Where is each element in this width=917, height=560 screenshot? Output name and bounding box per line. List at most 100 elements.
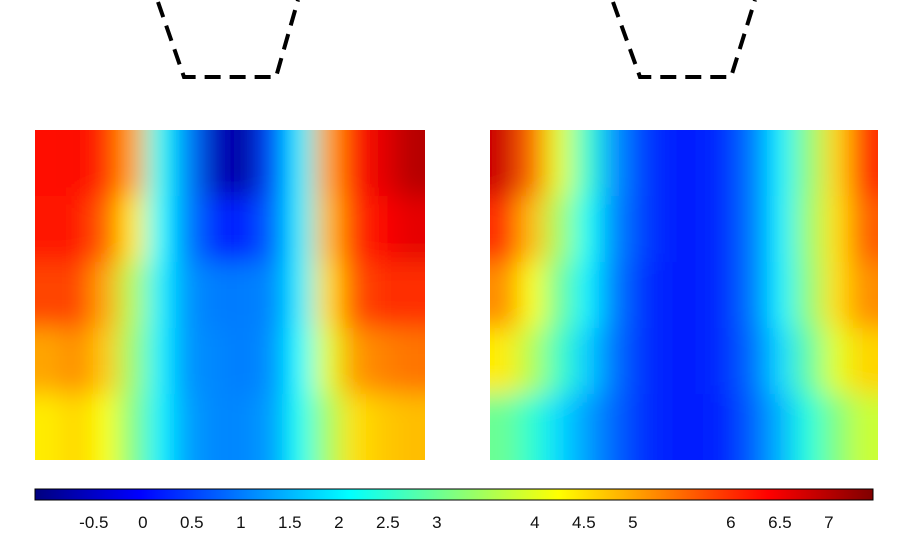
heatmap-cell bbox=[341, 262, 370, 329]
heatmap-cell bbox=[146, 262, 175, 329]
heatmap-cell bbox=[202, 196, 231, 263]
heatmap-cell bbox=[90, 196, 120, 263]
heatmap-cell bbox=[711, 130, 740, 197]
heatmap-cell bbox=[90, 328, 120, 395]
heatmap-cell bbox=[767, 262, 796, 329]
heatmap-panel bbox=[490, 130, 878, 460]
heatmap-cell bbox=[767, 394, 796, 460]
heatmap-cell bbox=[517, 196, 546, 263]
heatmap-cell bbox=[285, 394, 315, 460]
heatmap-cell bbox=[202, 130, 231, 197]
heatmap-cell bbox=[397, 394, 425, 460]
heatmap-cell bbox=[369, 328, 398, 395]
heatmap-cell bbox=[230, 394, 259, 460]
heatmap-cell bbox=[545, 328, 574, 395]
heatmap-cell bbox=[146, 196, 175, 263]
heatmap-cell bbox=[822, 262, 851, 329]
heatmap-cell bbox=[313, 394, 342, 460]
heatmap-cell bbox=[517, 328, 546, 395]
heatmap-cell bbox=[341, 196, 370, 263]
heatmap-cell bbox=[711, 196, 740, 263]
heatmap-cell bbox=[62, 262, 92, 329]
heatmap-cell bbox=[230, 196, 259, 263]
trapezoid bbox=[156, 0, 300, 79]
heatmap-cell bbox=[517, 130, 546, 197]
heatmap-cell bbox=[822, 196, 851, 263]
colorbar-tick-label: 4.5 bbox=[572, 513, 596, 532]
heatmap-cell bbox=[257, 328, 287, 395]
dashed-outline bbox=[156, 0, 757, 79]
heatmap-cell bbox=[202, 328, 231, 395]
heatmap-cell bbox=[369, 262, 398, 329]
heatmap-panel bbox=[35, 130, 425, 460]
heatmap-cell bbox=[767, 196, 796, 263]
heatmap-cell bbox=[794, 130, 824, 197]
heatmap-cell bbox=[573, 130, 602, 197]
heatmap-cell bbox=[341, 130, 370, 197]
colorbar-tick-label: 0 bbox=[138, 513, 147, 532]
heatmap-cell bbox=[767, 130, 796, 197]
heatmap-cell bbox=[850, 196, 878, 263]
heatmap-cell bbox=[545, 262, 574, 329]
heatmap-cell bbox=[656, 394, 685, 460]
heatmap-cell bbox=[794, 328, 824, 395]
heatmap-cell bbox=[628, 262, 657, 329]
heatmap-cell bbox=[573, 394, 602, 460]
colorbar-tick-label: 2.5 bbox=[376, 513, 400, 532]
heatmap-cell bbox=[490, 262, 519, 329]
heatmap-cell bbox=[397, 262, 425, 329]
heatmap-cell bbox=[822, 130, 851, 197]
heatmap-cell bbox=[90, 394, 120, 460]
heatmap-cell bbox=[313, 130, 342, 197]
heatmap-cell bbox=[369, 130, 398, 197]
heatmap-cell bbox=[230, 262, 259, 329]
heatmap-cell bbox=[628, 328, 657, 395]
heatmap-cell bbox=[739, 262, 768, 329]
heatmap-cell bbox=[850, 394, 878, 460]
heatmap-cell bbox=[600, 394, 630, 460]
heatmap-cell bbox=[285, 130, 315, 197]
heatmap-cell bbox=[545, 196, 574, 263]
heatmap-cell bbox=[369, 196, 398, 263]
heatmap-cell bbox=[545, 130, 574, 197]
heatmap-cell bbox=[628, 196, 657, 263]
heatmap-cell bbox=[739, 130, 768, 197]
heatmap-cell bbox=[118, 196, 147, 263]
heatmap-cell bbox=[822, 328, 851, 395]
heatmap-cell bbox=[257, 394, 287, 460]
heatmap-cell bbox=[628, 394, 657, 460]
trapezoid bbox=[611, 0, 757, 79]
heatmap-cell bbox=[230, 328, 259, 395]
heatmap-cell bbox=[90, 262, 120, 329]
heatmap-cell bbox=[257, 130, 287, 197]
heatmap-cell bbox=[656, 262, 685, 329]
heatmap-cell bbox=[739, 196, 768, 263]
heatmap-cell bbox=[257, 262, 287, 329]
heatmap-cell bbox=[62, 328, 92, 395]
colorbar-tick-label: 6 bbox=[726, 513, 735, 532]
colorbar-tick-label: 2 bbox=[334, 513, 343, 532]
heatmap-cell bbox=[62, 394, 92, 460]
heatmap-cell bbox=[600, 328, 630, 395]
heatmap-cell bbox=[313, 328, 342, 395]
heatmap-cell bbox=[850, 328, 878, 395]
colorbar-tick-label: 1 bbox=[236, 513, 245, 532]
heatmap-cell bbox=[174, 394, 203, 460]
heatmap-cell bbox=[656, 328, 685, 395]
heatmap-cell bbox=[397, 328, 425, 395]
heatmap-cell bbox=[739, 394, 768, 460]
heatmap-cell bbox=[656, 130, 685, 197]
heatmap-cell bbox=[62, 196, 92, 263]
heatmap-cell bbox=[341, 328, 370, 395]
heatmap-cell bbox=[684, 394, 713, 460]
heatmap-cell bbox=[35, 262, 64, 329]
colorbar-tick-label: -0.5 bbox=[79, 513, 108, 532]
heatmap-cell bbox=[397, 196, 425, 263]
colorbar-tick-label: 1.5 bbox=[278, 513, 302, 532]
heatmap-cell bbox=[573, 262, 602, 329]
heatmap-cell bbox=[341, 394, 370, 460]
heatmap-cell bbox=[257, 196, 287, 263]
heatmap-cells bbox=[490, 130, 878, 460]
heatmap-cell bbox=[850, 130, 878, 197]
